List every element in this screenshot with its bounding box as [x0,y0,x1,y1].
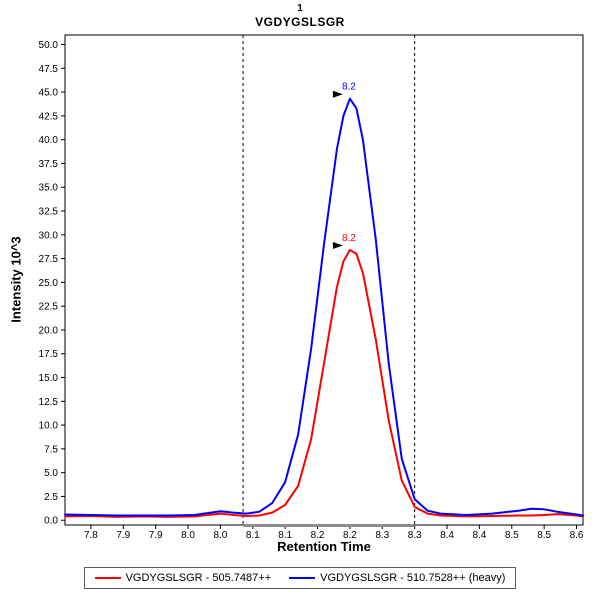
x-tick-label: 7.9 [116,530,130,541]
y-tick-label: 47.5 [39,64,59,75]
y-tick-label: 17.5 [39,349,59,360]
y-tick-label: 10.0 [39,421,59,432]
x-tick-label: 8.4 [440,530,454,541]
y-tick-label: 22.5 [39,302,59,313]
x-tick-label: 8.2 [343,530,357,541]
y-tick-label: 15.0 [39,373,59,384]
plot-area[interactable] [64,34,584,526]
x-tick-label: 8.6 [570,530,584,541]
y-tick-label: 50.0 [39,40,59,51]
y-tick-label: 42.5 [39,111,59,122]
x-tick-label: 8.1 [246,530,260,541]
chart-title-peptide: VGDYGSLSGR [255,15,345,29]
y-tick-label: 30.0 [39,230,59,241]
x-tick-label: 8.4 [472,530,486,541]
y-tick-label: 37.5 [39,159,59,170]
legend-line-swatch-light [94,577,121,579]
chromatogram-curve[interactable] [64,97,584,517]
y-tick-label: 12.5 [39,397,59,408]
chromatogram-curve[interactable] [64,249,584,518]
x-tick-label: 8.2 [311,530,325,541]
y-tick-label: 27.5 [39,254,59,265]
y-axis-label: Intensity 10^3 [8,236,24,323]
legend-label-heavy: VGDYGSLSGR - 510.7528++ (heavy) [320,572,506,584]
x-tick-label: 8.0 [213,530,227,541]
integration-range-bar [243,524,415,527]
peak-annotation-arrow [332,90,343,98]
legend-line-swatch-heavy [289,577,316,579]
y-tick-label: 2.5 [44,492,58,503]
y-tick-label: 32.5 [39,207,59,218]
y-tick-label: 20.0 [39,325,59,336]
legend-box: VGDYGSLSGR - 505.7487++ VGDYGSLSGR - 510… [83,567,517,589]
x-tick-label: 8.1 [278,530,292,541]
x-tick-label: 8.0 [181,530,195,541]
x-tick-label: 8.3 [408,530,422,541]
y-tick-label: 25.0 [39,278,59,289]
y-tick-label: 5.0 [44,468,58,479]
y-tick-label: 40.0 [39,135,59,146]
legend-entry-light: VGDYGSLSGR - 505.7487++ [94,572,272,584]
y-tick-label: 35.0 [39,183,59,194]
x-tick-label: 7.9 [149,530,163,541]
x-tick-label: 7.8 [84,530,98,541]
y-tick-label: 0.0 [44,516,58,527]
peak-annotation-arrow [332,242,343,250]
peak-annotation-label: 8.2 [342,233,356,244]
y-tick-label: 45.0 [39,88,59,99]
x-tick-label: 8.5 [505,530,519,541]
y-tick-label: 7.5 [44,444,58,455]
x-tick-label: 8.5 [537,530,551,541]
legend-entry-heavy: VGDYGSLSGR - 510.7528++ (heavy) [289,572,505,584]
chart-title-number: 1 [297,3,303,14]
legend: VGDYGSLSGR - 505.7487++ VGDYGSLSGR - 510… [0,567,600,589]
legend-label-light: VGDYGSLSGR - 505.7487++ [125,572,272,584]
x-axis-label: Retention Time [277,539,371,554]
peak-annotation-label: 8.2 [342,82,356,93]
x-tick-label: 8.3 [375,530,389,541]
